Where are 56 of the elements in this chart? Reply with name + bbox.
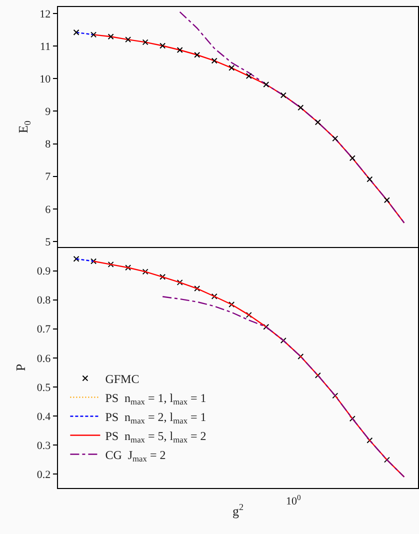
point — [228, 64, 235, 71]
point — [314, 119, 321, 126]
y-tick-label: 0.4 — [36, 410, 52, 423]
point — [332, 136, 338, 142]
point — [176, 279, 183, 286]
point — [142, 39, 148, 46]
legend-label: PS n$_{max}$ = 1, l$_{max}$ = 1 — [105, 390, 206, 406]
y-tick-label: 0.8 — [36, 294, 52, 307]
y-axis-title: P — [12, 364, 28, 372]
point — [211, 58, 218, 64]
y-tick-label: 11 — [40, 40, 51, 53]
point — [90, 258, 97, 264]
y-tick-label: 0.2 — [36, 468, 51, 481]
point — [194, 286, 200, 292]
point — [246, 312, 252, 318]
y-tick-label: 8 — [45, 138, 52, 151]
y-tick-label: 9 — [45, 106, 52, 118]
point — [176, 46, 183, 53]
point — [108, 34, 114, 40]
y-tick-label: 0.5 — [36, 382, 52, 394]
point — [349, 416, 356, 422]
point — [90, 32, 97, 38]
point — [160, 42, 166, 49]
point — [108, 261, 114, 268]
y-tick-label: 0.6 — [36, 352, 52, 365]
point — [211, 293, 218, 300]
point — [228, 301, 235, 308]
x-axis-title: g$^{2}$ — [232, 502, 244, 519]
text: 10$^{0}$ — [286, 493, 301, 508]
y-tick-label: 12 — [40, 8, 51, 20]
legend-label: PS n$_{max}$ = 2, l$_{max}$ = 1 — [105, 410, 206, 426]
point — [125, 36, 132, 43]
y-tick-label: 10 — [40, 73, 52, 86]
y-tick-label: 5 — [45, 236, 52, 248]
y-tick-label: 0.7 — [36, 324, 52, 336]
point — [142, 268, 148, 275]
point — [280, 92, 286, 98]
y-tick-label: 7 — [45, 171, 52, 184]
y-tick-label: 6 — [45, 204, 52, 216]
point — [125, 264, 132, 271]
point — [298, 104, 304, 111]
legend-label: GFMC — [105, 372, 140, 386]
y-tick-label: 0.3 — [36, 440, 52, 452]
point — [384, 197, 390, 204]
point — [349, 155, 356, 162]
point — [160, 274, 166, 280]
legend-label: PS n$_{max}$ = 5, l$_{max}$ = 2 — [105, 428, 206, 444]
line-series — [179, 11, 405, 224]
point — [73, 29, 80, 36]
point — [263, 82, 270, 88]
y-tick-label: 0.9 — [36, 266, 52, 278]
legend-label: CG J$_{max}$ = 2 — [105, 448, 166, 464]
point — [194, 52, 200, 58]
point — [73, 256, 80, 262]
point — [246, 73, 252, 80]
point — [366, 176, 373, 182]
